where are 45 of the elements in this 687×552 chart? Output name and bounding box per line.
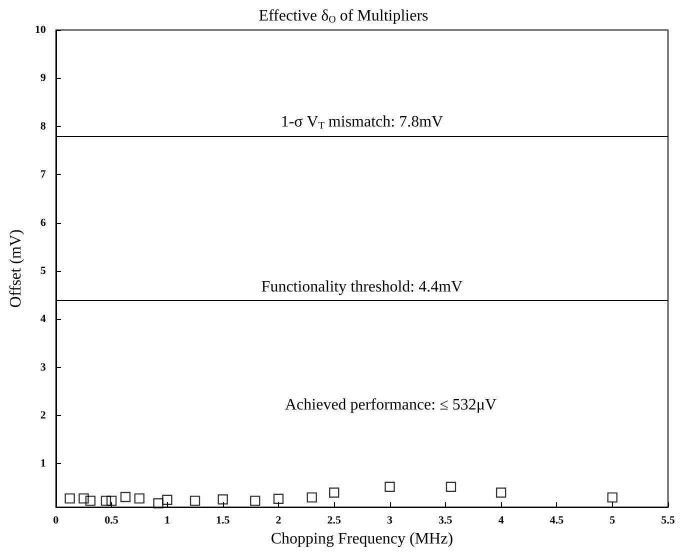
x-tick-label: 2 (276, 514, 282, 527)
point (134, 493, 144, 504)
point (190, 496, 200, 506)
point (162, 494, 172, 505)
y-tick-label: 5 (40, 264, 46, 277)
point (446, 482, 456, 492)
y-tick-label: 9 (40, 72, 46, 84)
point (329, 488, 340, 498)
ref-line-label: Functionality threshold: 4.4mV (261, 278, 464, 296)
point (496, 488, 506, 498)
point (153, 498, 164, 508)
point (384, 482, 395, 492)
x-tick-label: 5 (610, 514, 616, 527)
x-tick-label: 5.5 (661, 514, 676, 527)
y-tick-label: 6 (40, 216, 46, 229)
x-axis-title: Chopping Frequency (MHz) (270, 530, 454, 548)
x-tick-label: 3 (387, 514, 394, 527)
x-tick-label: 3.5 (438, 514, 453, 527)
point (85, 496, 96, 506)
point (607, 492, 618, 503)
x-tick-label: 0 (53, 514, 60, 527)
x-tick-label: 2.5 (327, 514, 342, 527)
point (218, 494, 228, 504)
point (106, 496, 117, 506)
y-tick-label: 8 (40, 120, 46, 132)
point (120, 492, 131, 502)
point (306, 492, 317, 503)
annotation: Achieved performance: ≤ 532μV (285, 396, 497, 414)
y-tick-label: 10 (34, 24, 46, 36)
point (64, 493, 75, 504)
y-tick-label: 7 (40, 168, 46, 181)
x-tick-label: 0.5 (104, 514, 119, 527)
x-tick-label: 1 (164, 514, 170, 527)
x-tick-label: 1.5 (216, 514, 230, 527)
y-tick-label: 4 (40, 313, 46, 326)
y-axis-title: Offset (mV) (8, 229, 24, 308)
point (273, 494, 284, 504)
y-tick-label: 1 (40, 458, 46, 470)
point (100, 496, 112, 506)
y-tick-label: 2 (40, 410, 46, 422)
x-tick-label: 4 (498, 514, 504, 527)
point (250, 496, 260, 506)
x-tick-label: 4.5 (550, 514, 564, 527)
y-tick-label: 3 (40, 361, 46, 374)
point (78, 493, 89, 504)
